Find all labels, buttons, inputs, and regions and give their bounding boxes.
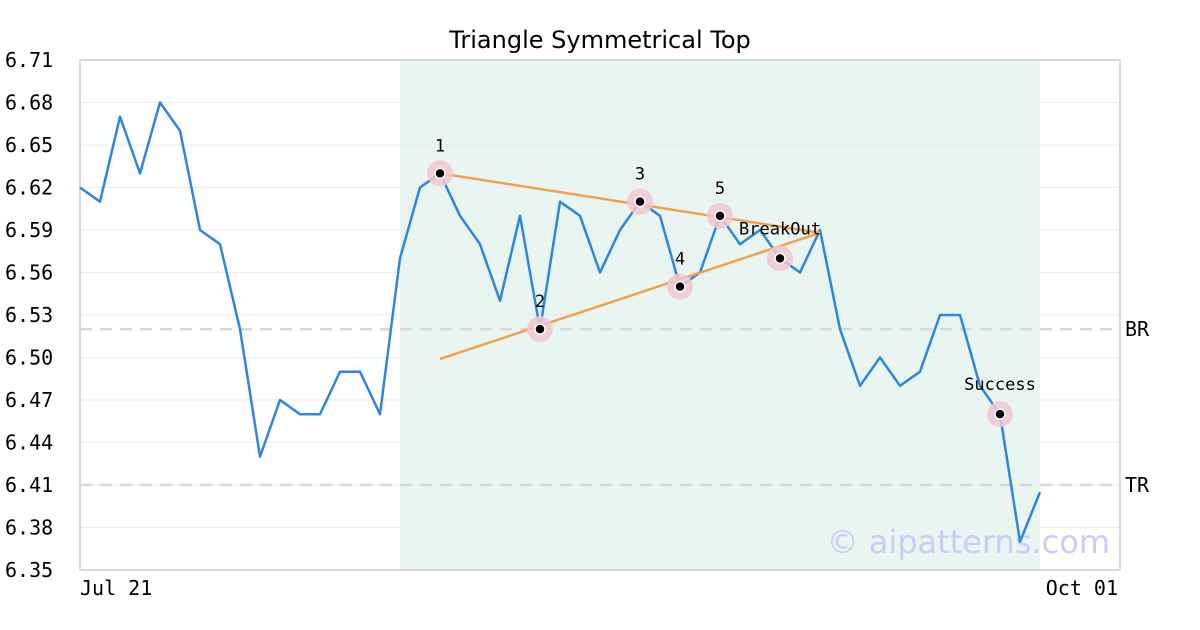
pattern-point-label-2: 2	[535, 292, 545, 312]
y-tick-label: 6.50	[5, 346, 53, 370]
pattern-point-2	[534, 323, 546, 335]
y-tick-label: 6.44	[5, 431, 53, 455]
pattern-point-label-3: 3	[635, 165, 645, 185]
plot-frame	[79, 59, 1121, 571]
pattern-point-1	[434, 167, 446, 180]
y-tick-label: 6.68	[5, 91, 53, 115]
y-tick-label: 6.62	[5, 176, 53, 200]
pattern-point-breakout	[774, 252, 786, 265]
y-tick-label: 6.47	[5, 388, 53, 412]
price-series-line	[79, 101, 1042, 543]
y-tick-label: 6.35	[5, 558, 53, 582]
pattern-point-success	[994, 408, 1006, 420]
chart-title: Triangle Symmetrical Top	[448, 26, 751, 54]
pattern-point-5	[714, 210, 726, 222]
pattern-point-3	[634, 195, 646, 208]
y-tick-label: 6.71	[5, 48, 53, 72]
x-tick-label-start: Jul 21	[80, 576, 152, 600]
y-tick-label: 6.65	[5, 133, 53, 157]
pattern-point-label-4: 4	[675, 250, 685, 270]
reference-label-tr: TR	[1125, 473, 1150, 497]
y-tick-label: 6.41	[5, 473, 53, 497]
pattern-point-label-1: 1	[435, 136, 445, 156]
pattern-point-label-breakout: BreakOut	[739, 219, 821, 239]
reference-label-br: BR	[1125, 317, 1150, 341]
y-tick-label: 6.53	[5, 303, 53, 327]
y-tick-label: 6.59	[5, 218, 53, 242]
y-tick-label: 6.56	[5, 261, 53, 285]
pattern-point-label-5: 5	[715, 179, 725, 199]
pattern-point-label-success: Success	[964, 375, 1036, 395]
watermark: © aipatterns.com	[827, 523, 1110, 561]
lower-trendline	[439, 231, 821, 361]
x-tick-label-end: Oct 01	[1046, 576, 1118, 600]
pattern-point-4	[674, 280, 686, 293]
y-tick-label: 6.38	[5, 516, 53, 540]
